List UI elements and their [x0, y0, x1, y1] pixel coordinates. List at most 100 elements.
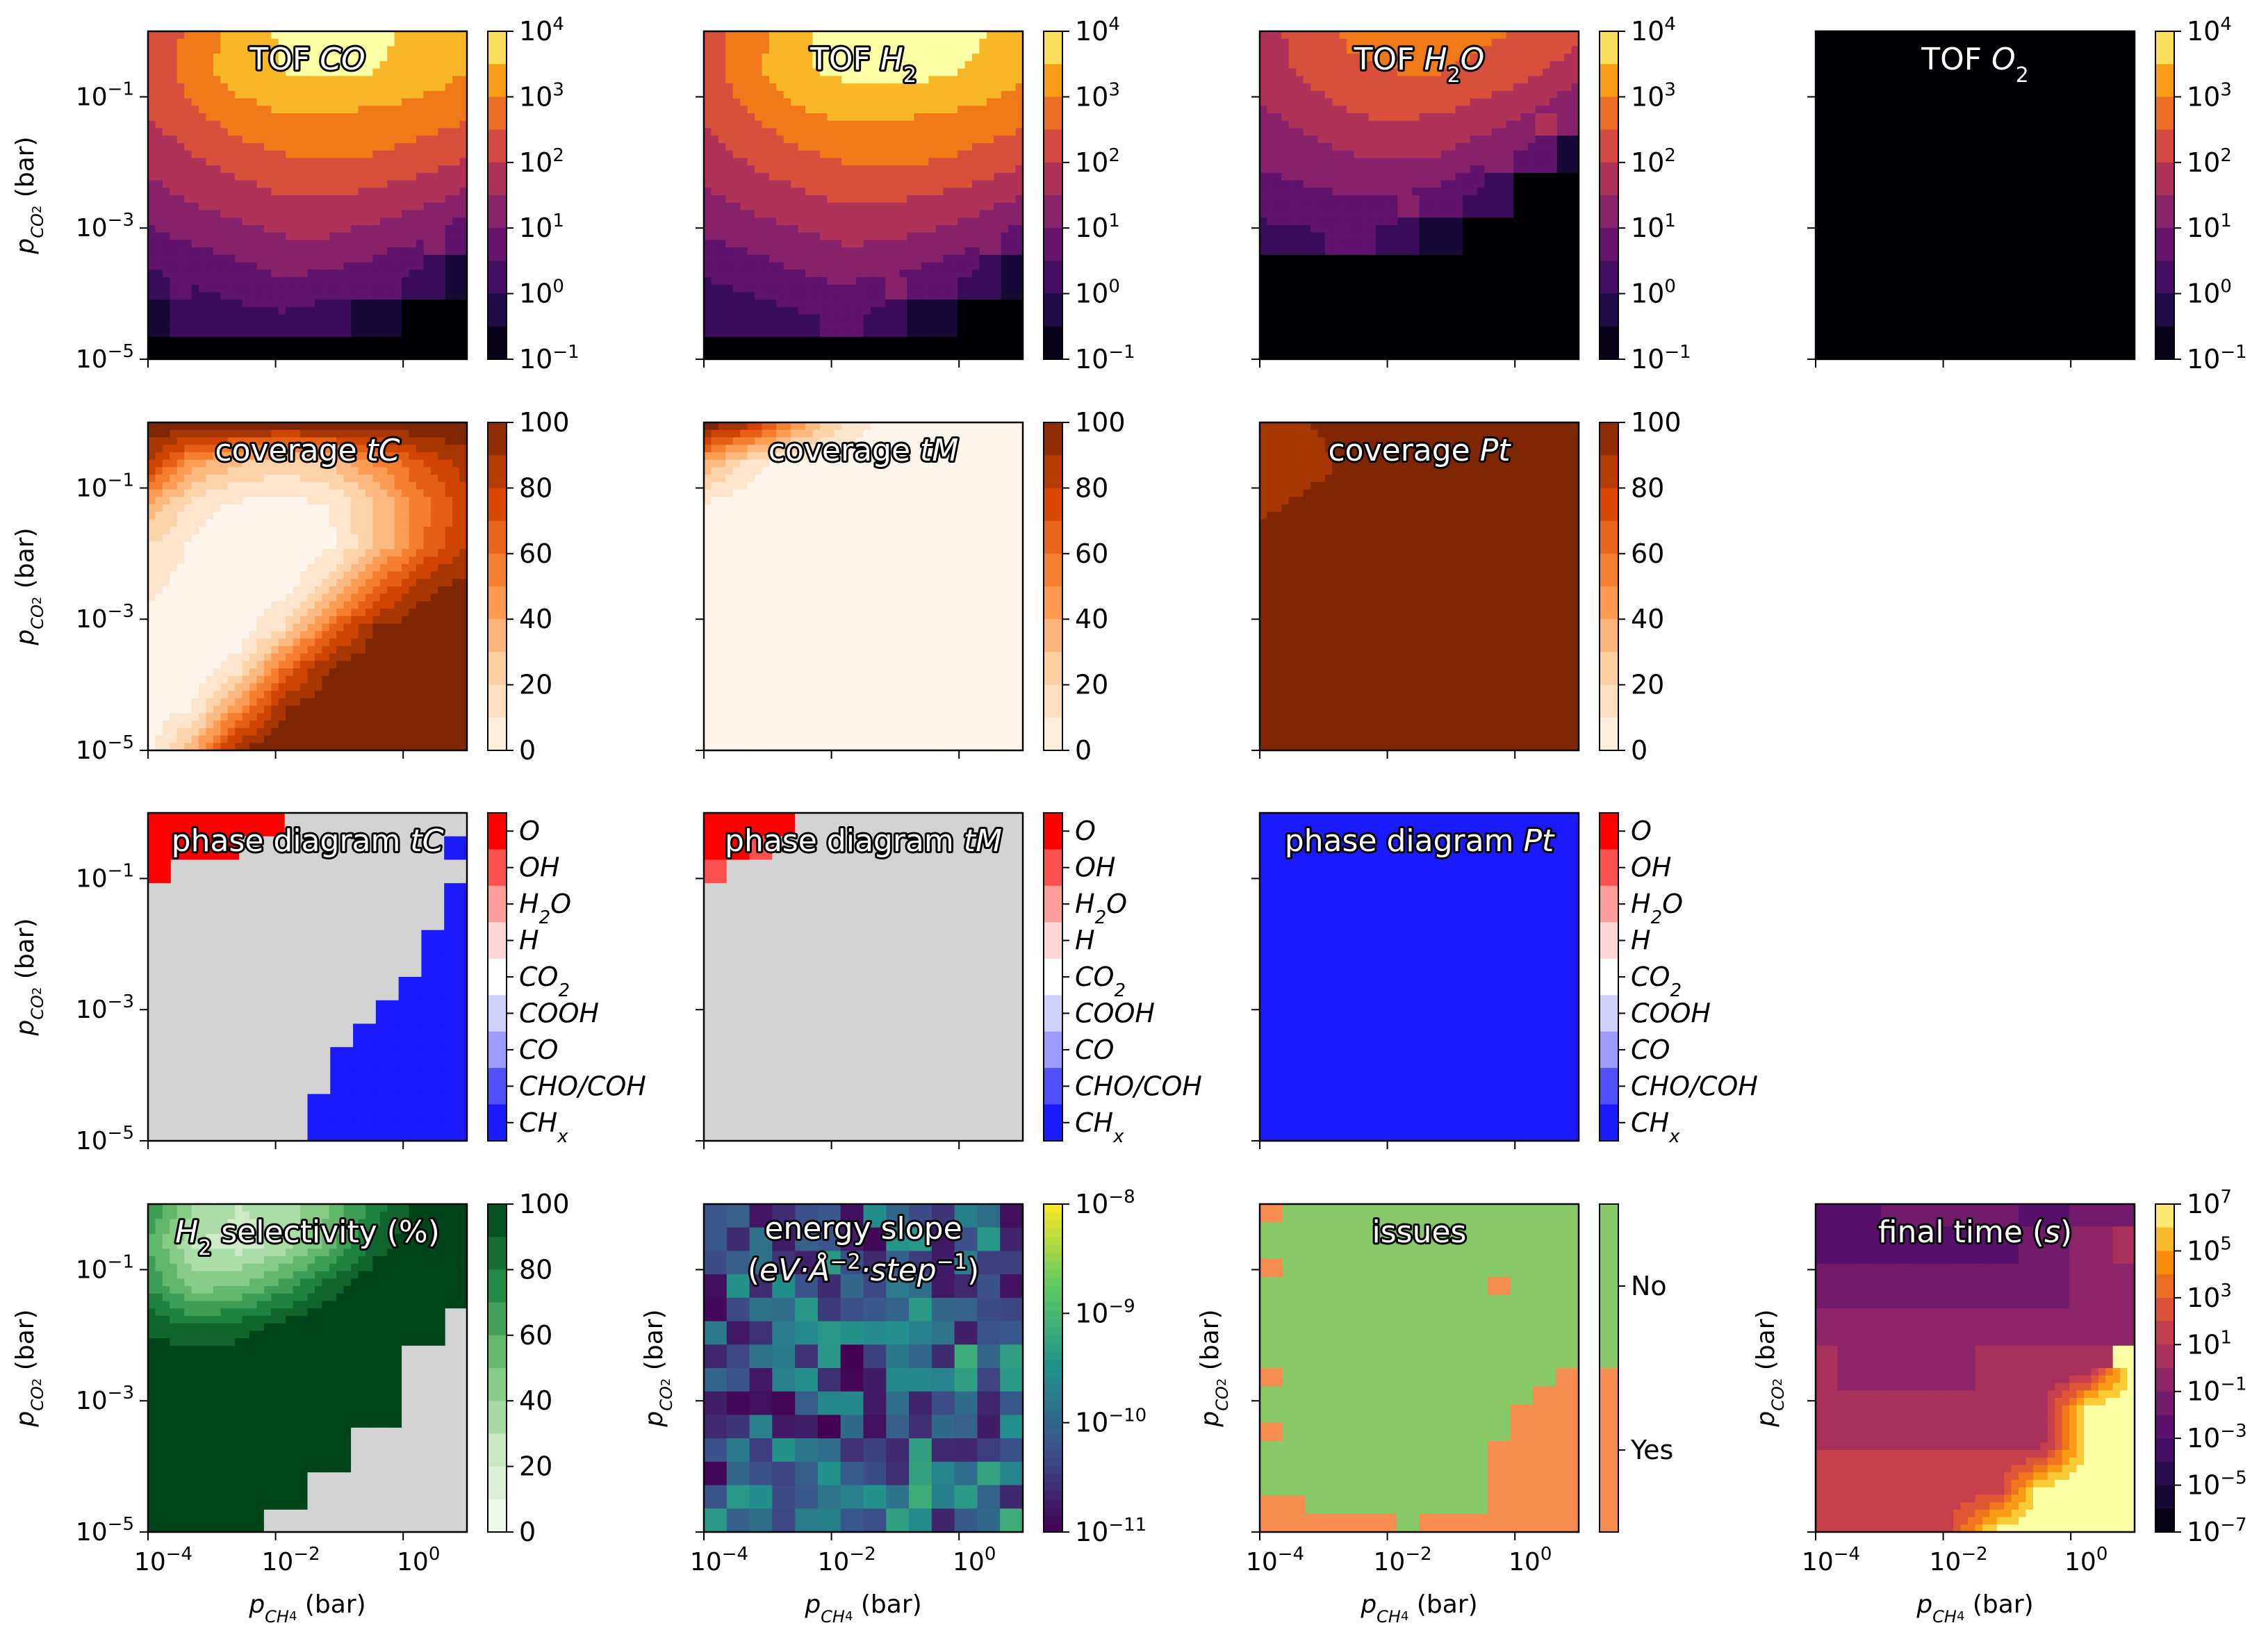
heatmap-cell — [1426, 165, 1434, 174]
heatmap-cell — [365, 232, 373, 240]
heatmap-cell — [907, 165, 915, 174]
heatmap-cell — [1274, 195, 1282, 204]
heatmap-cell — [329, 299, 337, 308]
heatmap-cell — [1390, 113, 1398, 122]
heatmap-cell — [979, 172, 987, 181]
heatmap-cell — [718, 299, 726, 308]
heatmap-cell — [971, 120, 980, 129]
heatmap-cell — [964, 299, 973, 308]
heatmap-cell — [950, 180, 958, 188]
heatmap-cell — [191, 60, 199, 69]
heatmap-cell — [950, 284, 958, 293]
heatmap-cell — [1440, 120, 1449, 129]
heatmap-cell — [184, 224, 192, 233]
heatmap-cell — [1440, 53, 1449, 62]
heatmap-cell — [220, 322, 229, 330]
heatmap-cell — [819, 247, 828, 256]
heatmap-cell — [841, 76, 850, 84]
heatmap-cell — [322, 90, 330, 99]
heatmap-cell — [979, 188, 987, 196]
heatmap-cell — [986, 83, 994, 92]
heatmap-cell — [286, 210, 294, 218]
heatmap-cell — [423, 60, 432, 69]
heatmap-cell — [293, 299, 301, 308]
heatmap-cell — [921, 314, 929, 322]
heatmap-cell — [394, 299, 402, 308]
heatmap-cell — [1513, 120, 1522, 129]
heatmap-cell — [249, 284, 258, 293]
heatmap-cell — [798, 322, 806, 330]
heatmap-cell — [1339, 195, 1347, 204]
heatmap-cell — [176, 90, 185, 99]
heatmap-cell — [892, 329, 901, 338]
heatmap-cell — [300, 120, 309, 129]
heatmap-cell — [459, 38, 467, 47]
heatmap-cell — [711, 224, 719, 233]
heatmap-cell — [1383, 68, 1391, 76]
heatmap-cell — [1571, 76, 1579, 84]
heatmap-cell — [278, 240, 286, 248]
heatmap-cell — [812, 90, 821, 99]
heatmap-cell — [783, 150, 791, 158]
heatmap-cell — [358, 150, 366, 158]
heatmap-cell — [747, 217, 755, 226]
heatmap-cell — [1267, 98, 1275, 106]
heatmap-cell — [199, 38, 207, 47]
heatmap-cell — [914, 172, 922, 181]
heatmap-cell — [1274, 113, 1282, 122]
heatmap-cell — [704, 270, 712, 278]
heatmap-cell — [1339, 76, 1347, 84]
heatmap-cell — [1001, 46, 1009, 54]
heatmap-cell — [986, 46, 994, 54]
heatmap-cell — [812, 224, 821, 233]
heatmap-cell — [711, 210, 719, 218]
heatmap-cell — [1015, 202, 1023, 211]
heatmap-cell — [278, 38, 286, 47]
heatmap-cell — [387, 299, 395, 308]
heatmap-cell — [445, 106, 453, 114]
heatmap-cell — [958, 306, 966, 315]
heatmap-cell — [242, 314, 250, 322]
heatmap-cell — [747, 46, 755, 54]
heatmap-cell — [747, 284, 755, 293]
heatmap-cell — [1542, 113, 1550, 122]
heatmap-cell — [271, 314, 279, 322]
heatmap-cell — [170, 180, 178, 188]
heatmap-cell — [162, 76, 170, 84]
heatmap-cell — [986, 128, 994, 136]
heatmap-cell — [162, 336, 170, 345]
heatmap-cell — [1542, 31, 1550, 40]
heatmap-cell — [762, 83, 770, 92]
heatmap-cell — [791, 60, 799, 69]
heatmap-cell — [1455, 188, 1463, 196]
heatmap-cell — [928, 98, 937, 106]
heatmap-cell — [1412, 60, 1420, 69]
heatmap-cell — [907, 262, 915, 270]
heatmap-cell — [863, 83, 871, 92]
heatmap-cell — [718, 46, 726, 54]
heatmap-cell — [155, 76, 163, 84]
heatmap-cell — [1397, 83, 1406, 92]
heatmap-cell — [314, 314, 322, 322]
heatmap-cell — [769, 277, 777, 286]
heatmap-cell — [812, 352, 821, 359]
heatmap-cell — [812, 314, 821, 322]
heatmap-cell — [1303, 165, 1311, 174]
heatmap-cell — [293, 284, 301, 293]
heatmap-cell — [278, 299, 286, 308]
heatmap-cell — [1347, 128, 1355, 136]
heatmap-cell — [1527, 90, 1536, 99]
heatmap-cell — [798, 188, 806, 196]
heatmap-cell — [307, 329, 315, 338]
heatmap-cell — [271, 232, 279, 240]
heatmap-cell — [1347, 83, 1355, 92]
heatmap-cell — [176, 322, 185, 330]
heatmap-cell — [755, 314, 763, 322]
heatmap-cell — [1564, 68, 1572, 76]
heatmap-cell — [1477, 53, 1485, 62]
heatmap-cell — [1571, 113, 1579, 122]
heatmap-cell — [971, 270, 980, 278]
heatmap-cell — [343, 247, 352, 256]
heatmap-cell — [755, 38, 763, 47]
